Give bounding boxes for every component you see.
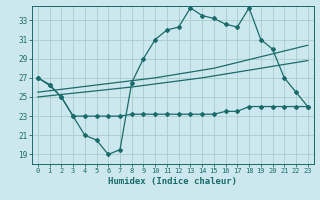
X-axis label: Humidex (Indice chaleur): Humidex (Indice chaleur) — [108, 177, 237, 186]
